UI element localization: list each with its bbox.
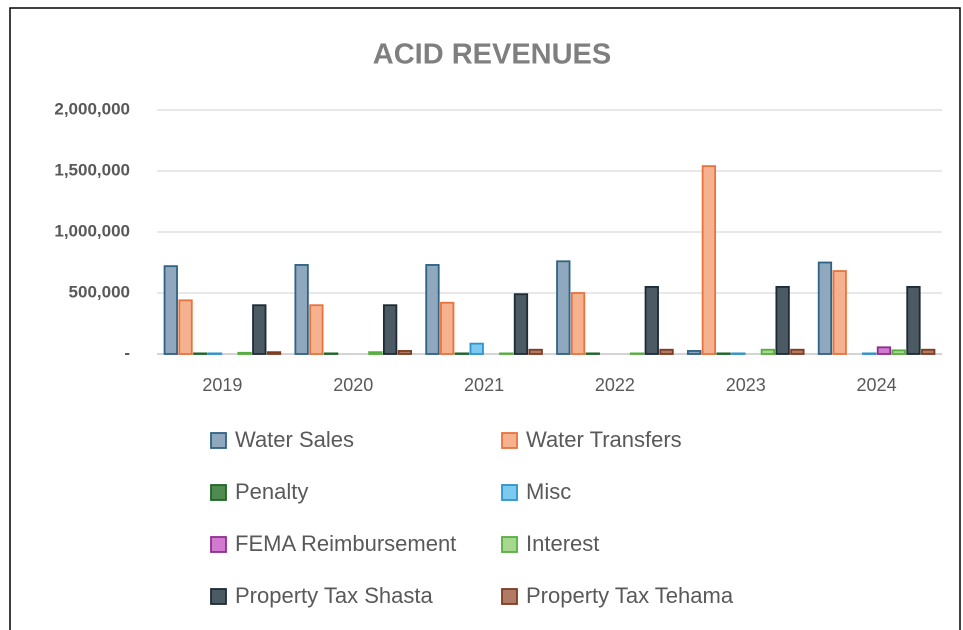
x-tick-label: 2019	[202, 375, 242, 395]
legend-label: Water Sales	[235, 427, 354, 452]
x-tick-label: 2023	[726, 375, 766, 395]
legend-label: Property Tax Tehama	[526, 583, 734, 608]
bar	[790, 348, 805, 355]
bar	[178, 299, 193, 355]
y-tick-label: 1,000,000	[54, 221, 130, 240]
x-tick-label: 2020	[333, 375, 373, 395]
bar	[252, 304, 267, 355]
bar	[513, 293, 529, 355]
legend-label: Water Transfers	[526, 427, 682, 452]
bar	[570, 292, 586, 355]
bar	[832, 270, 847, 355]
bar	[760, 348, 776, 355]
bar	[686, 350, 702, 355]
y-tick-label: -	[124, 343, 130, 362]
bar	[921, 348, 936, 355]
bar	[659, 348, 674, 355]
chart-frame	[9, 7, 961, 630]
bar	[469, 342, 484, 355]
legend-swatch	[501, 536, 518, 553]
bar	[309, 304, 324, 355]
bar	[207, 352, 223, 355]
legend-label: Penalty	[235, 479, 308, 504]
legend-swatch	[501, 432, 518, 449]
bar	[701, 165, 717, 355]
bar	[323, 352, 339, 355]
bar	[193, 352, 208, 355]
x-tick-label: 2022	[595, 375, 635, 395]
bar	[528, 348, 543, 355]
x-tick-label: 2021	[464, 375, 504, 395]
bar	[891, 349, 906, 355]
bar	[294, 264, 309, 355]
bar	[906, 285, 921, 355]
legend-swatch	[210, 536, 227, 553]
bar	[237, 351, 252, 355]
bar	[862, 352, 877, 355]
legend-swatch	[501, 588, 518, 605]
bar	[817, 261, 833, 355]
bar	[876, 346, 892, 355]
bar	[731, 352, 746, 355]
legend-label: Interest	[526, 531, 599, 556]
bar	[716, 352, 731, 355]
legend-label: Misc	[526, 479, 571, 504]
legend-swatch	[210, 484, 227, 501]
bar	[629, 352, 645, 355]
bar	[440, 301, 455, 355]
chart-title: ACID REVENUES	[373, 39, 612, 71]
bar	[454, 352, 470, 355]
legend-label: Property Tax Shasta	[235, 583, 433, 608]
legend-swatch	[210, 588, 227, 605]
bar	[163, 265, 178, 355]
x-tick-label: 2024	[857, 375, 897, 395]
y-tick-label: 2,000,000	[54, 99, 130, 118]
bar	[266, 351, 282, 355]
bar	[425, 264, 440, 355]
bar	[775, 285, 790, 355]
bar	[368, 351, 383, 355]
legend-swatch	[501, 484, 518, 501]
bar	[556, 260, 571, 355]
bar	[397, 350, 413, 355]
y-tick-label: 500,000	[69, 282, 130, 301]
bar	[585, 352, 600, 355]
bar	[644, 285, 659, 355]
legend-swatch	[210, 432, 227, 449]
bar	[499, 352, 514, 355]
legend-label: FEMA Reimbursement	[235, 531, 456, 556]
y-tick-label: 1,500,000	[54, 160, 130, 179]
bar	[382, 304, 398, 355]
